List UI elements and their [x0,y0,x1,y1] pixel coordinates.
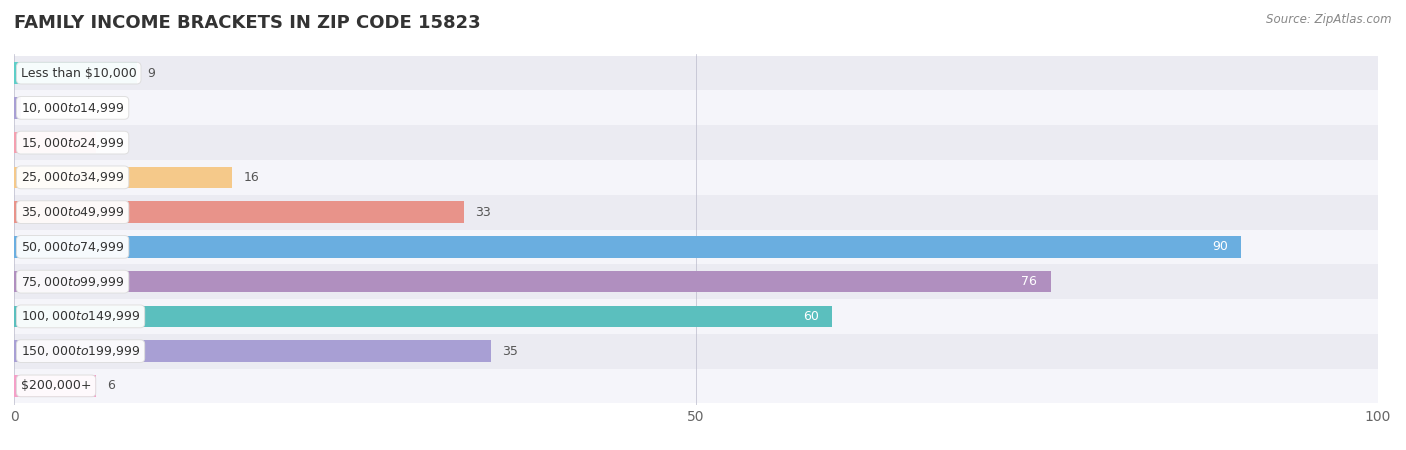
Text: 60: 60 [803,310,818,323]
Text: FAMILY INCOME BRACKETS IN ZIP CODE 15823: FAMILY INCOME BRACKETS IN ZIP CODE 15823 [14,14,481,32]
Text: 0: 0 [31,101,38,114]
Bar [14,264,1378,299]
Text: $50,000 to $74,999: $50,000 to $74,999 [21,240,124,254]
Text: $25,000 to $34,999: $25,000 to $34,999 [21,171,124,184]
Bar [14,97,21,119]
Bar [14,375,96,396]
Bar [14,160,1378,195]
Text: Source: ZipAtlas.com: Source: ZipAtlas.com [1267,14,1392,27]
Bar [14,63,136,84]
Text: 76: 76 [1021,275,1038,288]
Bar [14,230,1378,264]
Text: $150,000 to $199,999: $150,000 to $199,999 [21,344,141,358]
Text: 9: 9 [148,67,156,80]
Bar [14,271,1050,292]
Text: 90: 90 [1212,240,1227,253]
Text: 33: 33 [475,206,491,219]
Bar [14,132,96,153]
Bar [14,166,232,188]
Bar [14,125,1378,160]
Bar [14,56,1378,90]
Bar [14,201,464,223]
Text: 6: 6 [107,379,115,392]
Text: $10,000 to $14,999: $10,000 to $14,999 [21,101,124,115]
Text: $35,000 to $49,999: $35,000 to $49,999 [21,205,124,219]
Text: Less than $10,000: Less than $10,000 [21,67,136,80]
Bar [14,306,832,327]
Text: $15,000 to $24,999: $15,000 to $24,999 [21,135,124,149]
Bar [14,340,492,362]
Bar [14,369,1378,403]
Text: $75,000 to $99,999: $75,000 to $99,999 [21,274,124,288]
Text: $200,000+: $200,000+ [21,379,91,392]
Bar [14,334,1378,369]
Text: 6: 6 [107,136,115,149]
Bar [14,236,1241,258]
Text: 35: 35 [502,345,519,358]
Text: 16: 16 [243,171,259,184]
Bar [14,299,1378,334]
Text: $100,000 to $149,999: $100,000 to $149,999 [21,310,141,324]
Bar [14,195,1378,230]
Bar [14,90,1378,125]
